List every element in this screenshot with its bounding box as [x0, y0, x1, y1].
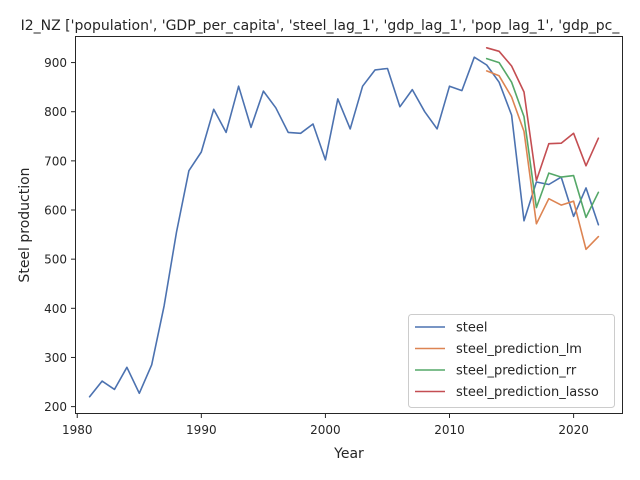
plot-frame	[75, 36, 623, 414]
y-tick-label: 300	[44, 351, 67, 365]
y-axis-ticks: 200 300 400 500 600 700 800 900	[44, 56, 76, 414]
plot-lines	[88, 46, 600, 398]
x-tick-label: 2000	[310, 423, 341, 437]
series-line-steel-prediction-lm	[485, 70, 600, 251]
legend-label: steel	[456, 321, 487, 336]
y-tick-label: 900	[44, 56, 67, 70]
legend-box	[408, 314, 615, 408]
x-tick-label: 2020	[558, 423, 589, 437]
legend-label: steel_prediction_lasso	[456, 385, 599, 400]
x-axis-label: Year	[333, 446, 364, 462]
y-tick-label: 600	[44, 204, 67, 218]
x-tick-label: 1980	[62, 423, 93, 437]
series-line-steel-prediction-rr	[485, 57, 600, 219]
chart-title: I2_NZ ['population', 'GDP_per_capita', '…	[21, 18, 621, 34]
y-tick-label: 400	[44, 302, 67, 316]
legend: steel steel_prediction_lm steel_prediction…	[408, 314, 615, 408]
y-tick-label: 800	[44, 105, 67, 119]
x-tick-label: 1990	[186, 423, 217, 437]
legend-label: steel_prediction_rr	[456, 364, 577, 379]
series-line-steel	[88, 56, 600, 398]
x-axis-ticks: 1980 1990 2000 2010 2020	[62, 413, 589, 437]
series-line-steel-prediction-lasso	[485, 46, 600, 182]
y-tick-label: 700	[44, 154, 67, 168]
y-axis-label: Steel production	[17, 167, 33, 282]
y-tick-label: 500	[44, 253, 67, 267]
y-tick-label: 200	[44, 400, 67, 414]
legend-label: steel_prediction_lm	[456, 342, 582, 357]
x-tick-label: 2010	[434, 423, 465, 437]
